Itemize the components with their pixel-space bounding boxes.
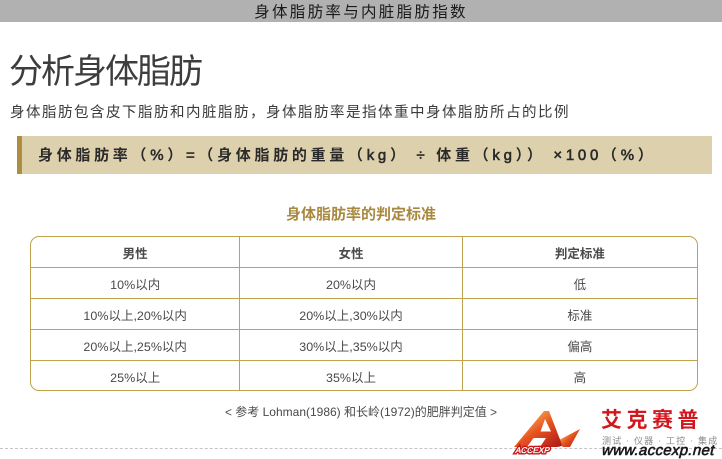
svg-text:ACCEXP: ACCEXP [514, 445, 551, 455]
